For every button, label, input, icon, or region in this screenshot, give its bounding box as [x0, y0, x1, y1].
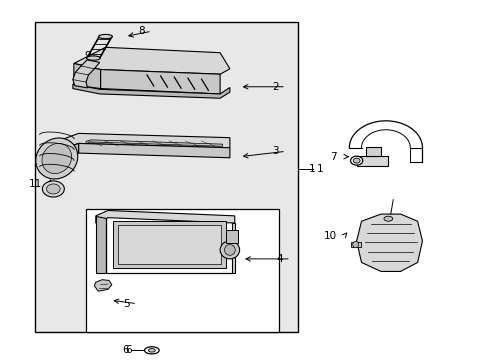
Polygon shape [113, 221, 225, 268]
Ellipse shape [86, 56, 100, 60]
Polygon shape [94, 280, 112, 291]
Bar [350, 242, 360, 247]
Polygon shape [64, 134, 229, 148]
Polygon shape [96, 216, 105, 273]
Text: 3: 3 [271, 146, 278, 156]
Polygon shape [79, 143, 229, 158]
Text: 1: 1 [308, 164, 315, 174]
Ellipse shape [224, 244, 235, 255]
Ellipse shape [383, 216, 392, 221]
Text: 1: 1 [316, 164, 323, 174]
Ellipse shape [144, 347, 159, 354]
Text: 4: 4 [276, 254, 283, 264]
Polygon shape [356, 214, 422, 271]
Bar [366, 147, 380, 156]
Polygon shape [64, 143, 79, 158]
Polygon shape [105, 218, 234, 273]
Ellipse shape [220, 241, 239, 259]
Bar [356, 156, 387, 166]
Bar [35, 22, 298, 332]
Text: 6: 6 [125, 345, 132, 355]
Polygon shape [118, 225, 221, 264]
Ellipse shape [42, 143, 71, 174]
Ellipse shape [350, 156, 362, 165]
Polygon shape [74, 63, 101, 89]
Polygon shape [101, 69, 220, 94]
Bar [86, 209, 278, 332]
Ellipse shape [36, 138, 78, 179]
Text: 5: 5 [123, 299, 130, 309]
Text: 2: 2 [271, 82, 278, 92]
Polygon shape [73, 60, 100, 88]
Polygon shape [86, 140, 222, 146]
Text: 7: 7 [330, 152, 336, 162]
Polygon shape [96, 211, 234, 223]
Ellipse shape [148, 348, 155, 352]
Text: 10: 10 [324, 231, 336, 240]
Text: 9: 9 [84, 51, 91, 61]
Ellipse shape [46, 184, 60, 194]
Ellipse shape [352, 158, 359, 163]
Bar [225, 230, 238, 243]
Text: 8: 8 [138, 26, 144, 36]
Ellipse shape [352, 241, 358, 248]
Ellipse shape [42, 181, 64, 197]
Text: 11: 11 [29, 179, 42, 189]
Ellipse shape [99, 35, 112, 39]
Text: 6: 6 [122, 345, 128, 355]
Polygon shape [74, 47, 229, 74]
Polygon shape [73, 84, 229, 98]
